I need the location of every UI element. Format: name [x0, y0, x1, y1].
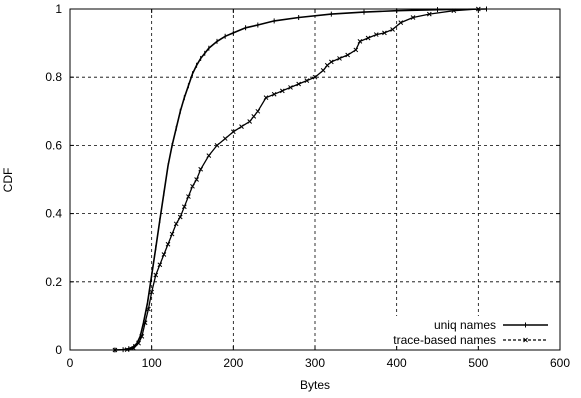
- y-tick-label: 1: [55, 2, 62, 16]
- grid-layer: [70, 9, 560, 350]
- series-1-point: [157, 262, 163, 268]
- series-1-point: [190, 183, 195, 189]
- series-1-point: [186, 194, 191, 199]
- legend-sample-trace-based-names: [503, 337, 548, 343]
- x-tick-label: 500: [468, 356, 488, 370]
- legend-background: [350, 316, 555, 346]
- series-1-point: [181, 204, 187, 210]
- series-1-point: [353, 47, 359, 53]
- x-tick-label: 600: [550, 356, 570, 370]
- series-layer: [112, 6, 487, 353]
- series-line-1: [114, 8, 479, 351]
- tick-layer: 0 100 200 300 400 500 600 0 0.2 0.4 0.6 0.8 1: [45, 2, 570, 370]
- series-1-point: [222, 136, 228, 141]
- x-tick-label: 100: [142, 356, 162, 370]
- y-tick-label: 0.2: [45, 275, 62, 289]
- series-1-point: [214, 143, 220, 148]
- series-1-point: [165, 241, 171, 247]
- series-1-point: [153, 272, 159, 278]
- x-tick-label: 300: [305, 356, 325, 370]
- x-tick-label: 0: [67, 356, 74, 370]
- series-line-0: [114, 8, 487, 351]
- series-1-point: [247, 119, 253, 124]
- y-tick-label: 0.8: [45, 70, 62, 84]
- series-1-point: [198, 166, 204, 172]
- series-1-point: [288, 85, 293, 90]
- legend-label-trace-based-names: trace-based names: [393, 333, 496, 347]
- series-1-point: [390, 27, 395, 32]
- series-1-point: [271, 91, 277, 97]
- x-tick-label: 200: [223, 356, 243, 370]
- series-1-point: [177, 214, 183, 220]
- x-axis-label: Bytes: [300, 378, 330, 392]
- series-1-point: [142, 320, 148, 326]
- series-1-point: [255, 108, 261, 114]
- series-1-point: [239, 124, 244, 129]
- y-tick-label: 0: [55, 343, 62, 357]
- series-1-point: [136, 340, 141, 346]
- series-1-point: [173, 221, 179, 227]
- legend-sample-uniq-names: [503, 322, 548, 328]
- series-1-point: [398, 20, 404, 25]
- series-1-point: [410, 15, 416, 20]
- series-1-point: [161, 252, 167, 257]
- series-1-point: [328, 59, 334, 65]
- series-1-point: [324, 62, 330, 68]
- series-1-point: [426, 11, 432, 17]
- series-1-point: [206, 153, 212, 158]
- series-1-point: [146, 306, 151, 312]
- series-1-point: [320, 68, 326, 73]
- series-1-point: [263, 95, 269, 101]
- series-1-point: [194, 177, 199, 182]
- series-1-point: [373, 32, 379, 37]
- series-1-point: [169, 231, 175, 237]
- series-1-point: [149, 289, 155, 295]
- series-1-point: [296, 81, 302, 87]
- y-tick-label: 0.6: [45, 138, 62, 152]
- series-1-point: [251, 114, 257, 119]
- series-1-point: [345, 52, 351, 58]
- legend-marker-trace-based-names: [523, 337, 528, 343]
- series-1-point: [357, 39, 363, 44]
- series-1-point: [304, 78, 310, 83]
- series-1-point: [230, 129, 236, 135]
- legend-label-uniq-names: uniq names: [434, 318, 496, 332]
- series-1-point: [365, 35, 371, 41]
- series-1-point: [139, 334, 145, 339]
- series-1-point: [337, 56, 342, 61]
- series-1-point: [279, 88, 285, 94]
- legend: uniq names trace-based names: [350, 316, 555, 347]
- y-axis-label: CDF: [1, 168, 15, 193]
- series-1-point: [312, 74, 318, 80]
- x-tick-label: 400: [387, 356, 407, 370]
- series-1-point: [382, 30, 387, 36]
- y-tick-label: 0.4: [45, 207, 62, 221]
